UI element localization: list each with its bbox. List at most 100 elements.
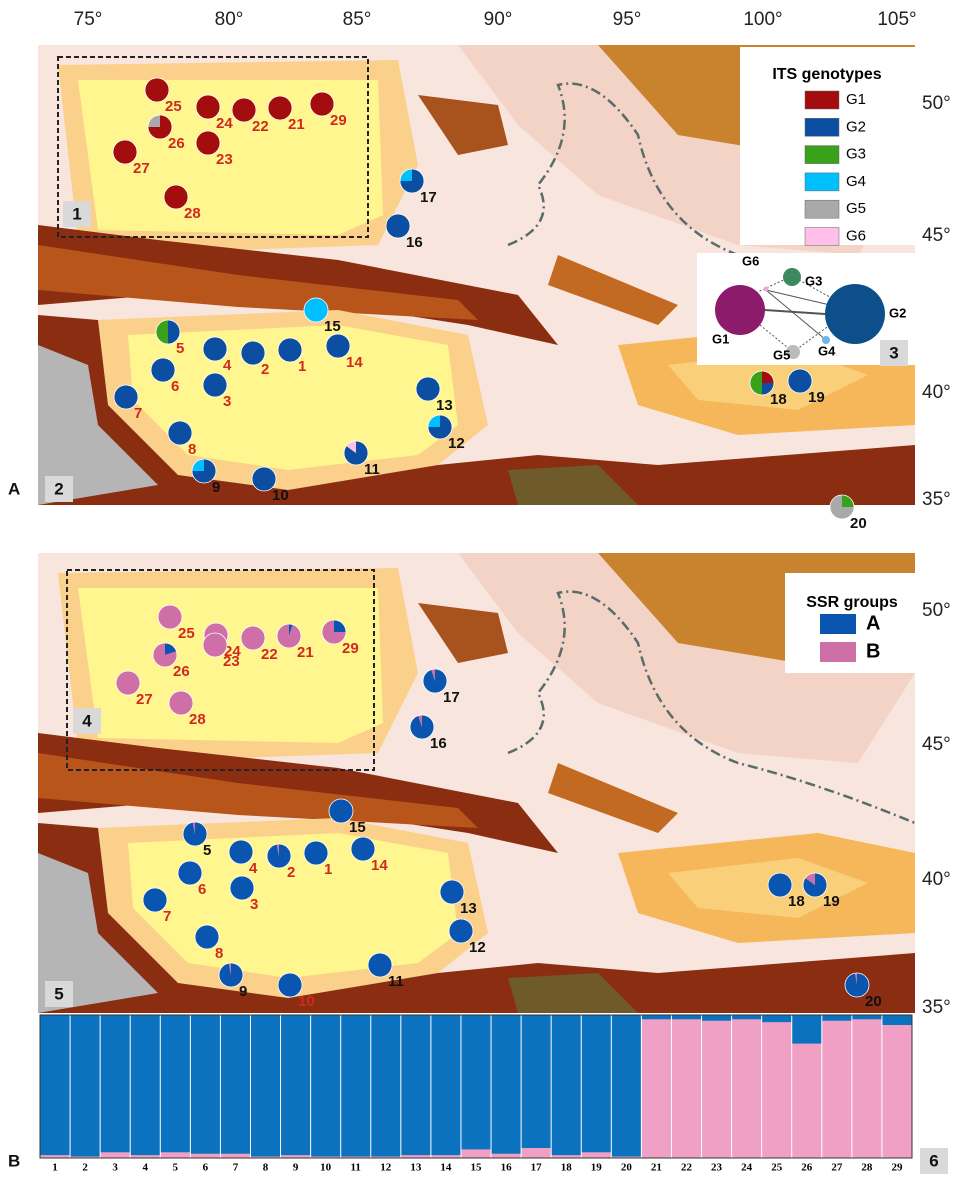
site-label: 10: [272, 487, 289, 504]
site-label: 16: [406, 234, 423, 251]
site-label: 10: [298, 993, 315, 1010]
network-node: [764, 287, 769, 292]
structure-bar: [822, 1021, 852, 1158]
latitude-label: 50°: [922, 600, 951, 621]
site-label: 20: [865, 993, 882, 1010]
structure-bar: [702, 1021, 732, 1158]
inset-label: 3: [889, 343, 898, 362]
site-label: 4: [223, 357, 232, 374]
legend-label: B: [866, 640, 880, 662]
structure-label: 29: [891, 1162, 903, 1174]
latitude-label: 40°: [922, 382, 951, 403]
structure-bar: [551, 1015, 581, 1158]
site-label: 5: [203, 842, 211, 859]
structure-bar: [311, 1015, 341, 1158]
structure-bar: [190, 1154, 220, 1158]
legend-swatch: [805, 200, 839, 218]
structure-bar: [371, 1015, 401, 1158]
longitude-label: 100°: [743, 9, 782, 30]
structure-label: 7: [233, 1162, 239, 1174]
site-label: 19: [823, 893, 840, 910]
structure-bar: [521, 1015, 551, 1158]
legend-label: A: [866, 612, 880, 634]
structure-label: 28: [861, 1162, 873, 1174]
site-label: 6: [198, 881, 206, 898]
network-label: G3: [805, 273, 822, 288]
structure-bar: [160, 1152, 190, 1158]
legend-title: ITS genotypes: [772, 66, 881, 83]
latitude-label: 35°: [922, 997, 951, 1018]
site-label: 18: [788, 893, 805, 910]
structure-bar: [130, 1015, 160, 1158]
latitude-label: 45°: [922, 225, 951, 246]
structure-label: 20: [621, 1162, 633, 1174]
structure-bar: [190, 1015, 220, 1158]
legend-swatch: [805, 91, 839, 109]
structure-bar: [100, 1152, 130, 1158]
site-label: 13: [460, 900, 477, 917]
site-label: 2: [287, 864, 295, 881]
site-label: 7: [134, 405, 142, 422]
site-label: 22: [261, 646, 278, 663]
legend-swatch: [805, 118, 839, 136]
structure-bar: [792, 1044, 822, 1158]
longitude-label: 95°: [613, 9, 642, 30]
longitude-label: 90°: [484, 9, 513, 30]
structure-bar: [281, 1015, 311, 1158]
structure-bar: [641, 1019, 671, 1158]
network-node: [783, 268, 801, 286]
site-label: 9: [239, 983, 247, 1000]
network-label: G4: [818, 343, 836, 358]
structure-label: 18: [561, 1162, 573, 1174]
site-label: 15: [349, 819, 366, 836]
latitude-label: 40°: [922, 869, 951, 890]
site-label: 11: [364, 461, 380, 478]
site-label: 8: [188, 441, 196, 458]
site-label: 20: [850, 515, 867, 532]
structure-label: 6: [203, 1162, 209, 1174]
structure-label: 9: [293, 1162, 299, 1174]
site-label: 25: [178, 625, 195, 642]
site-label: 4: [249, 860, 258, 877]
panel-label: A: [8, 479, 20, 498]
site-label: 18: [770, 391, 787, 408]
site-label: 11: [388, 973, 404, 990]
structure-label: 2: [82, 1162, 88, 1174]
network-label: G6: [742, 253, 759, 268]
site-label: 8: [215, 945, 223, 962]
site-label: 28: [184, 205, 201, 222]
site-label: 21: [297, 644, 314, 661]
structure-label: 3: [112, 1162, 118, 1174]
structure-bar: [100, 1015, 130, 1158]
legend-title: SSR groups: [806, 594, 898, 611]
site-label: 15: [324, 318, 341, 335]
structure-label: 13: [410, 1162, 422, 1174]
structure-bar: [401, 1015, 431, 1158]
site-label: 16: [430, 735, 447, 752]
structure-label: 27: [831, 1162, 843, 1174]
site-label: 14: [371, 857, 388, 874]
site-label: 29: [330, 112, 347, 129]
site-label: 22: [252, 118, 269, 135]
structure-bar: [521, 1148, 551, 1158]
longitude-label: 105°: [877, 9, 916, 30]
structure-bar: [671, 1019, 701, 1158]
longitude-label: 75°: [74, 9, 103, 30]
site-label: 17: [443, 689, 460, 706]
structure-bar: [160, 1015, 190, 1158]
latitude-label: 35°: [922, 489, 951, 510]
structure-bar: [40, 1015, 70, 1158]
longitude-label: 80°: [215, 9, 244, 30]
legend-label: G3: [846, 146, 866, 163]
structure-bar: [491, 1015, 521, 1158]
site-label: 29: [342, 640, 359, 657]
legend-swatch: [805, 173, 839, 191]
site-label: 1: [324, 861, 332, 878]
site-label: 3: [223, 393, 231, 410]
structure-bar: [581, 1015, 611, 1158]
legend-label: G5: [846, 200, 866, 217]
structure-label: 19: [591, 1162, 603, 1174]
structure-label: 4: [142, 1162, 148, 1174]
structure-bar: [491, 1154, 521, 1158]
inset-label: 5: [54, 984, 63, 1003]
